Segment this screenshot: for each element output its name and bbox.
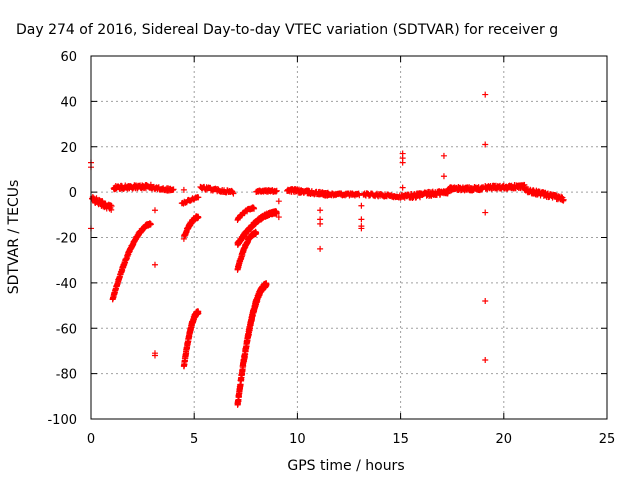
data-point <box>147 221 154 228</box>
x-tick-label: 10 <box>289 432 306 447</box>
x-tick-label: 5 <box>190 432 198 447</box>
x-axis-label: GPS time / hours <box>287 458 404 474</box>
data-points <box>88 91 567 408</box>
data-point <box>253 230 260 237</box>
x-tick-label: 20 <box>496 432 513 447</box>
data-point <box>399 159 406 166</box>
data-point <box>180 186 187 193</box>
data-point <box>482 209 489 216</box>
data-point <box>273 187 280 194</box>
chart-title: Day 274 of 2016, Sidereal Day-to-day VTE… <box>16 22 558 38</box>
data-point <box>108 203 115 210</box>
data-point <box>440 173 447 180</box>
y-tick-label: 0 <box>69 186 77 201</box>
data-point <box>169 186 176 193</box>
data-point <box>275 214 282 221</box>
plot-frame <box>90 55 608 420</box>
data-point <box>482 357 489 364</box>
y-tick-label: -100 <box>47 413 77 428</box>
data-point <box>195 310 202 317</box>
data-point <box>151 207 158 214</box>
data-point <box>151 261 158 268</box>
y-tick-label: -20 <box>56 232 77 247</box>
y-axis-label: SDTVAR / TECUs <box>6 180 22 295</box>
y-tick-label: 60 <box>60 50 77 65</box>
data-point <box>317 245 324 252</box>
data-point <box>263 281 270 288</box>
data-point <box>317 207 324 214</box>
data-point <box>170 186 177 193</box>
y-tick-label: 20 <box>60 141 77 156</box>
y-tick-label: -60 <box>56 322 77 337</box>
data-point <box>482 141 489 148</box>
data-point <box>358 216 365 223</box>
data-point <box>273 188 280 195</box>
data-point <box>229 189 236 196</box>
axis-ticks: 0 5 10 15 20 25 60 40 20 0 -20 -40 -60 -80 -100 <box>47 50 615 447</box>
y-tick-label: 40 <box>60 95 77 110</box>
data-point <box>317 220 324 227</box>
x-tick-label: 25 <box>599 432 616 447</box>
data-point <box>195 214 202 221</box>
data-point <box>560 196 567 203</box>
grid <box>91 56 607 419</box>
data-point <box>358 225 365 232</box>
data-point <box>195 194 202 201</box>
data-point <box>358 202 365 209</box>
data-point <box>273 210 280 217</box>
x-tick-label: 0 <box>87 432 95 447</box>
data-point <box>482 91 489 98</box>
data-point <box>356 192 363 199</box>
data-point <box>230 190 237 197</box>
x-tick-label: 15 <box>392 432 409 447</box>
data-point <box>440 152 447 159</box>
data-point <box>275 198 282 205</box>
data-point <box>251 205 258 212</box>
data-point <box>482 298 489 305</box>
y-tick-label: -40 <box>56 277 77 292</box>
data-point <box>399 184 406 191</box>
y-tick-label: -80 <box>56 368 77 383</box>
data-point <box>151 352 158 359</box>
